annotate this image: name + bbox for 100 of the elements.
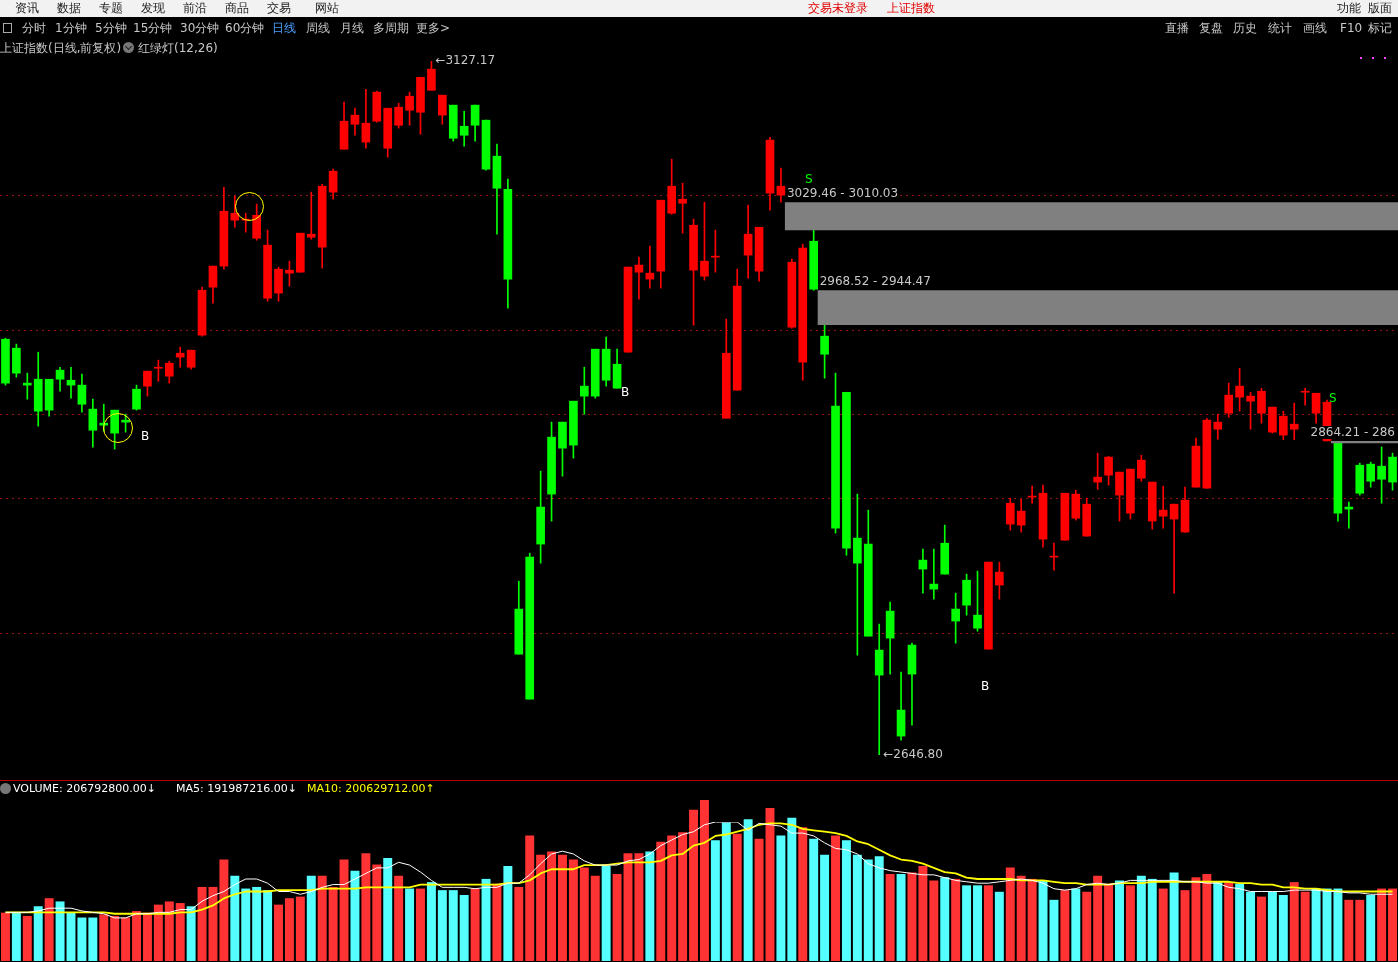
bar: [907, 872, 917, 961]
bar: [33, 906, 43, 961]
text: 交易: [267, 0, 291, 16]
bar: [634, 853, 644, 961]
bar: [612, 874, 622, 961]
bar: [1005, 867, 1015, 961]
text: 资讯: [15, 0, 39, 16]
bar: [918, 866, 928, 961]
candlestick: [1300, 387, 1310, 406]
bar: [252, 886, 262, 961]
text: 60分钟: [225, 20, 265, 36]
text: 前沿: [183, 0, 207, 16]
bar: [1289, 882, 1299, 961]
bar: [525, 835, 535, 961]
annotation: ←3127.17: [435, 53, 496, 68]
bar: [601, 866, 611, 961]
bar: [219, 859, 229, 961]
bar: [841, 840, 851, 961]
bar: [579, 867, 589, 961]
text: 画线: [1303, 20, 1327, 36]
bar: [699, 800, 709, 961]
text: 复盘: [1199, 20, 1223, 36]
chart-title: 上证指数(日线,前复权): [0, 40, 122, 57]
bar: [1224, 882, 1234, 961]
bar: [11, 912, 21, 961]
candlestick: [306, 191, 316, 240]
bar: [536, 854, 546, 961]
text: 网站: [315, 0, 339, 16]
text: MA10: 200629712.00↑: [306, 782, 435, 795]
bar: [1082, 891, 1092, 961]
bar: [44, 898, 54, 961]
bar: [481, 878, 491, 961]
bar: [241, 888, 251, 961]
bar: [678, 832, 688, 961]
bar: [416, 888, 425, 961]
bar: [1344, 899, 1354, 961]
candlestick: [929, 548, 939, 600]
text: 商品: [225, 0, 249, 16]
bar: [896, 874, 906, 961]
bar: [99, 914, 109, 961]
candlestick: [175, 346, 185, 368]
bar: [1355, 899, 1365, 961]
candlestick: [1289, 402, 1299, 441]
bar: [295, 896, 305, 961]
bar: [361, 853, 371, 961]
bar: [940, 877, 950, 961]
annotation: B: [621, 385, 630, 399]
bar: [328, 886, 338, 961]
bar: [1027, 878, 1037, 961]
bar: [142, 912, 152, 961]
bar: [689, 809, 699, 961]
text: VOLUME: 206792800.00↓: [13, 782, 156, 795]
bar: [809, 838, 819, 961]
band-label: 2968.52 - 2944.47: [819, 274, 931, 289]
bar: [394, 875, 404, 961]
annotation: S: [805, 172, 813, 186]
bar: [732, 833, 742, 961]
bar: [874, 856, 884, 961]
bar: [306, 875, 316, 961]
bar: [470, 888, 480, 961]
bar: [459, 894, 469, 961]
bar: [1388, 888, 1398, 961]
bar: [558, 854, 567, 961]
bar: [1300, 891, 1310, 961]
bar: [1104, 883, 1114, 961]
candlestick: [874, 623, 884, 755]
bar: [820, 854, 830, 961]
bar: [831, 835, 840, 961]
bar: [339, 859, 349, 961]
text: F10: [1340, 20, 1363, 36]
text: 专题: [99, 0, 123, 16]
bar: [1093, 875, 1103, 961]
bar: [1311, 888, 1321, 961]
bar: [1235, 883, 1245, 961]
bar: [284, 898, 294, 961]
bar: [1257, 896, 1266, 961]
bar: [317, 875, 327, 961]
bar: [776, 835, 786, 961]
bar: [852, 854, 862, 961]
bar: [175, 903, 185, 961]
bar: [230, 875, 240, 961]
bar: [1125, 885, 1135, 961]
bar: [1213, 882, 1223, 961]
bar: [1060, 890, 1070, 961]
text: 版面: [1368, 0, 1392, 16]
bar: [426, 882, 436, 961]
text: 标记: [1368, 20, 1392, 36]
text: 分时: [22, 20, 46, 36]
bar: [164, 901, 174, 961]
bar: [0, 912, 10, 961]
bar: [77, 917, 87, 961]
bar: [514, 886, 524, 961]
annotation: B: [141, 429, 150, 443]
bar: [787, 817, 797, 961]
text: 月线: [340, 20, 364, 36]
bar: [994, 891, 1004, 961]
text: 数据: [57, 0, 81, 16]
bar: [1333, 888, 1343, 961]
bar: [448, 890, 458, 961]
bar: [372, 864, 382, 961]
